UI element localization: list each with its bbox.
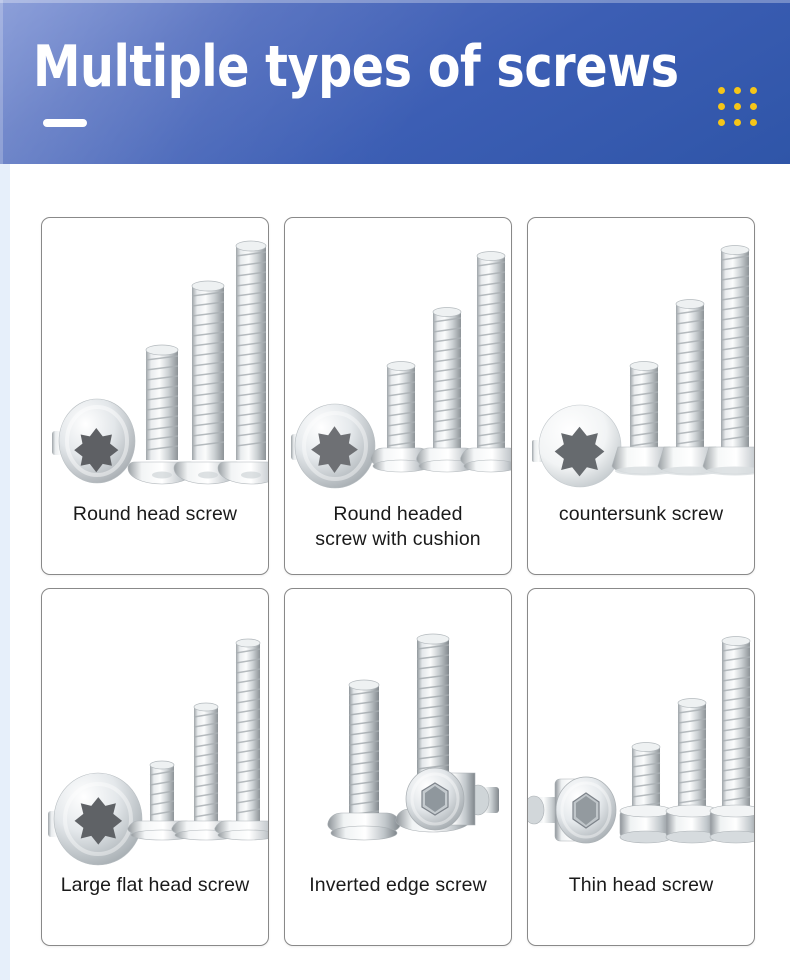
dot-icon [750, 103, 757, 110]
screw-upright-short [370, 361, 432, 473]
screw-upright-short [619, 742, 673, 844]
screw-card-label-line1: Round headed [333, 503, 463, 525]
screw-lying-socket-cap [528, 776, 617, 844]
truss-head-screws-illustration [48, 638, 268, 866]
screw-card-label: Round headed screw with cushion [293, 502, 503, 552]
socket-cap-screws-illustration [528, 636, 754, 844]
dot-icon [750, 87, 757, 94]
screw-card-label-line1: Thin head screw [568, 874, 714, 896]
screw-upright-long [709, 636, 754, 844]
screw-card-round-head-screw[interactable]: Round head screw [41, 217, 269, 575]
screw-card-inverted-edge-screw[interactable]: Inverted edge screw [284, 588, 512, 946]
screw-card-label-line1: Round head screw [72, 503, 238, 525]
screw-lying-phillips [52, 398, 136, 484]
round-head-screw-image [42, 218, 268, 496]
dot-icon [718, 119, 725, 126]
screw-card-label-line1: Large flat head screw [60, 874, 250, 896]
header-left-highlight [0, 0, 3, 164]
screw-upright-long [702, 245, 754, 476]
hex-socket-button-screws-illustration [327, 633, 499, 841]
dot-icon [718, 87, 725, 94]
pan-head-screws-illustration [52, 240, 268, 485]
screw-upright-left [327, 679, 401, 841]
screw-card-label: Thin head screw [536, 873, 746, 898]
screw-lying-countersunk [532, 404, 622, 488]
screw-card-label-line1: Inverted edge screw [309, 874, 487, 896]
dot-icon [734, 87, 741, 94]
left-edge-strip [0, 0, 10, 980]
screw-card-label-line2: screw with cushion [315, 528, 481, 550]
screw-upright-medium [657, 299, 723, 476]
banner-header: Multiple types of screws [0, 0, 790, 164]
screw-upright-long [217, 240, 268, 485]
large-flat-head-screw-image [42, 589, 268, 867]
screw-upright-medium [173, 280, 243, 485]
screw-upright-short [127, 760, 197, 841]
screw-card-round-headed-screw-with-cushion[interactable]: Round headed screw with cushion [284, 217, 512, 575]
screw-upright-medium [416, 307, 478, 473]
screw-upright-long [460, 251, 511, 473]
countersunk-screws-illustration [532, 245, 754, 488]
screw-card-large-flat-head-screw[interactable]: Large flat head screw [41, 588, 269, 946]
screw-card-label: Round head screw [50, 502, 260, 527]
screw-upright-long [214, 638, 268, 841]
header-top-highlight [0, 0, 790, 3]
screw-card-label: countersunk screw [536, 502, 746, 527]
screw-card-label: Inverted edge screw [293, 873, 503, 898]
flanged-button-head-screws-illustration [291, 251, 511, 489]
screw-upright-medium [171, 702, 241, 841]
countersunk-screw-image [528, 218, 754, 496]
decorative-dot-grid [718, 87, 758, 127]
round-headed-screw-with-cushion-image [285, 218, 511, 496]
page-title: Multiple types of screws [33, 34, 679, 100]
screw-lying-hex-socket [405, 767, 499, 831]
screw-card-label-line1: countersunk screw [558, 503, 724, 525]
screw-card-label: Large flat head screw [50, 873, 260, 898]
screw-card-thin-head-screw[interactable]: Thin head screw [527, 588, 755, 946]
screw-card-countersunk-screw[interactable]: countersunk screw [527, 217, 755, 575]
dot-icon [734, 103, 741, 110]
dot-icon [734, 119, 741, 126]
inverted-edge-screw-image [285, 589, 511, 867]
screw-upright-short [611, 361, 677, 476]
screw-lying-truss [48, 772, 143, 866]
screw-lying-flanged [291, 403, 376, 489]
dot-icon [750, 119, 757, 126]
thin-head-screw-image [528, 589, 754, 867]
screw-type-grid: Round head screw [41, 217, 755, 946]
screw-upright-medium [665, 698, 719, 844]
title-underline-bar [43, 119, 87, 127]
dot-icon [718, 103, 725, 110]
